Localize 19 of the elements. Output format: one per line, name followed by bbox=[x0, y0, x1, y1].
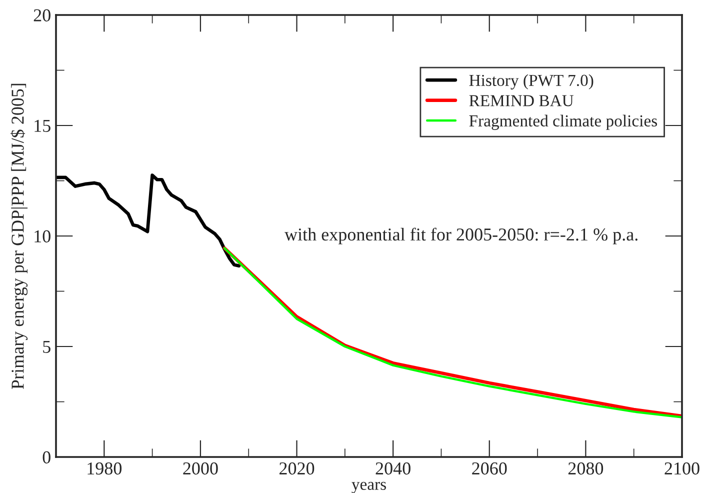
x-tick-label: 2060 bbox=[472, 462, 507, 475]
legend-label: History (PWT 7.0) bbox=[469, 74, 594, 90]
y-tick-label: 15 bbox=[34, 120, 50, 132]
y-tick-label: 0 bbox=[42, 451, 50, 464]
x-axis-title: years bbox=[352, 482, 386, 493]
legend-label: REMIND BAU bbox=[469, 95, 574, 106]
line-series bbox=[56, 174, 241, 268]
x-tick-label: 2040 bbox=[376, 462, 410, 475]
x-tick-label: 2000 bbox=[183, 462, 218, 475]
x-tick-label: 2020 bbox=[280, 462, 314, 475]
y-tick-label: 10 bbox=[34, 230, 50, 242]
y-axis-title: Primary energy per GDP|PPP [MJ/$ 2005] bbox=[10, 84, 28, 389]
legend-label: Fragmented climate policies bbox=[469, 114, 658, 130]
y-tick-label: 5 bbox=[43, 340, 50, 353]
x-tick-label: 2080 bbox=[568, 462, 604, 475]
x-tick-label: 1980 bbox=[88, 462, 122, 475]
x-tick-label: 2100 bbox=[664, 462, 700, 475]
annotation: with exponential fit for 2005-2050: r=-2.1 % p.a. bbox=[284, 228, 638, 244]
y-tick-label: 20 bbox=[34, 9, 50, 22]
